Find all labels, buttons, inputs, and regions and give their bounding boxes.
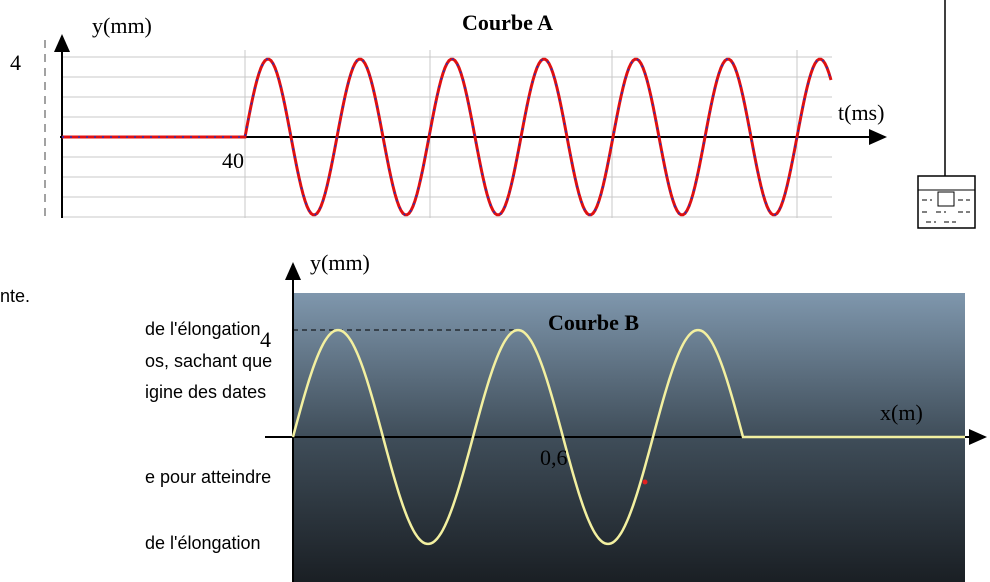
x-label-a: t(ms)	[838, 100, 884, 125]
liquid-pattern	[922, 199, 970, 223]
text-fragment: os, sachant que	[145, 351, 272, 371]
text-fragment: igine des dates	[145, 382, 266, 402]
y-label-b: y(mm)	[310, 250, 370, 275]
x-mark-b: 0,6	[540, 445, 568, 470]
point	[642, 479, 648, 485]
curve-b	[291, 328, 965, 546]
x-mark-a: 40	[222, 148, 244, 173]
text-fragment: de l'élongation	[145, 319, 261, 339]
grid-a	[62, 50, 832, 218]
title-a: Courbe A	[462, 10, 553, 35]
y-mark-a: 4	[10, 50, 21, 75]
y-label-a: y(mm)	[92, 13, 152, 38]
float	[937, 191, 955, 207]
x-label-b: x(m)	[880, 400, 923, 425]
text-fragment: de l'élongation	[145, 533, 261, 553]
y-mark-b: 4	[260, 327, 271, 352]
text-fragment: nte.	[0, 286, 30, 306]
curve-a-points	[62, 58, 832, 216]
text-fragment: e pour atteindre	[145, 467, 271, 487]
title-b: Courbe B	[548, 310, 639, 335]
